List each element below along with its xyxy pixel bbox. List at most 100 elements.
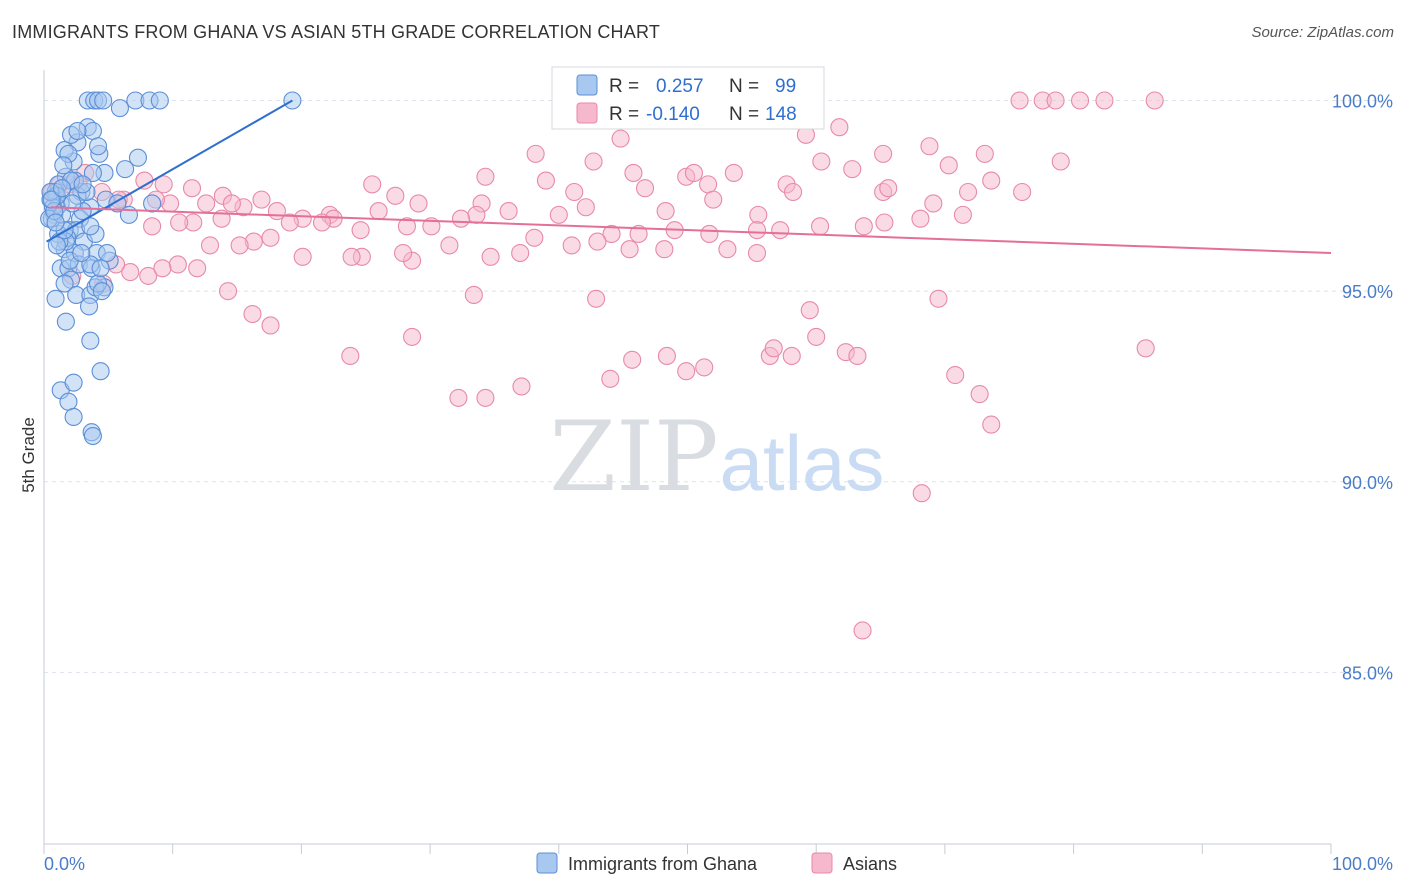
data-points <box>40 91 1164 640</box>
asians-point <box>879 179 898 198</box>
ghana-point <box>116 160 135 179</box>
stats-legend-swatch-ghana <box>576 74 598 96</box>
asians-point <box>684 163 703 182</box>
asians-point <box>911 209 930 228</box>
ghana-point <box>72 243 91 263</box>
stats-legend: R = 0.257 N = 99 R = -0.140 N = 148 <box>551 66 825 130</box>
ghana-point <box>79 297 99 316</box>
asians-point <box>576 198 595 217</box>
asians-point <box>168 255 187 274</box>
asians-point <box>724 163 743 182</box>
asians-point <box>476 167 495 186</box>
asians-point <box>704 190 723 209</box>
asians-point <box>1046 91 1065 110</box>
legend-swatch-asians <box>811 852 833 874</box>
series-legend: Immigrants from Ghana Asians <box>536 852 897 874</box>
asians-point <box>946 365 965 385</box>
asians-point <box>629 224 648 244</box>
asians-point <box>562 236 581 255</box>
asians-point <box>747 243 767 263</box>
watermark-zip: ZIP <box>549 401 718 513</box>
asians-point <box>200 236 220 255</box>
asians-point <box>261 316 280 335</box>
asians-point <box>476 388 495 407</box>
stats-n-value-asians: 148 <box>765 104 797 125</box>
ghana-point <box>54 156 73 175</box>
asians-point <box>467 205 486 224</box>
asians-point <box>369 202 388 221</box>
asians-point <box>623 350 642 369</box>
ghana-point <box>47 236 66 255</box>
asians-trend-line <box>50 206 1332 255</box>
grid-lines <box>44 100 1391 673</box>
asians-point <box>143 217 162 236</box>
trend-lines <box>46 99 1332 255</box>
asians-point <box>588 232 607 251</box>
ghana-point <box>81 217 100 236</box>
asians-point <box>499 202 518 221</box>
asians-point <box>422 217 441 236</box>
asians-point <box>970 385 989 404</box>
ghana-point <box>83 426 102 446</box>
asians-point <box>511 243 530 263</box>
asians-point <box>875 213 894 232</box>
ghana-point <box>89 137 108 156</box>
asians-point <box>700 224 719 244</box>
asians-point <box>848 346 867 366</box>
asians-point <box>699 175 718 194</box>
asians-point <box>386 186 405 205</box>
y-tick-label: 100.0% <box>1332 92 1393 112</box>
asians-point <box>261 228 280 247</box>
legend-label-asians: Asians <box>843 854 897 874</box>
y-tick-label: 95.0% <box>1342 282 1393 302</box>
asians-point <box>953 205 972 224</box>
asians-point <box>1136 339 1155 358</box>
asians-point <box>1013 182 1032 202</box>
asians-point <box>1070 91 1090 110</box>
source-credit: Source: ZipAtlas.com <box>1251 24 1394 41</box>
asians-point <box>154 175 173 194</box>
asians-point <box>222 194 241 213</box>
asians-point <box>975 144 994 163</box>
asians-point <box>342 247 361 266</box>
asians-point <box>602 224 621 244</box>
asians-point <box>252 190 271 209</box>
legend-label-ghana: Immigrants from Ghana <box>568 854 758 874</box>
asians-point <box>230 236 249 255</box>
ghana-trend-line <box>46 99 293 243</box>
asians-point <box>584 152 603 171</box>
asians-point <box>783 182 803 202</box>
ghana-point <box>81 331 100 350</box>
asians-point <box>188 259 207 278</box>
asians-point <box>218 282 238 301</box>
asians-point <box>1095 91 1114 110</box>
asians-point <box>351 221 370 240</box>
ghana-point <box>52 179 72 198</box>
asians-point <box>912 484 931 503</box>
asians-point <box>929 289 948 308</box>
asians-point <box>601 369 620 388</box>
y-axis-title: 5th Grade <box>19 417 38 493</box>
chart-title: IMMIGRANTS FROM GHANA VS ASIAN 5TH GRADE… <box>12 22 661 42</box>
ghana-point <box>64 407 83 427</box>
ghana-point <box>98 243 117 263</box>
asians-point <box>341 346 360 366</box>
y-tick-label: 90.0% <box>1342 473 1393 493</box>
stats-r-label-asians: R = <box>609 104 639 125</box>
asians-point <box>536 171 555 190</box>
ghana-point <box>56 312 75 331</box>
asians-point <box>280 213 299 232</box>
watermark: ZIP atlas <box>549 401 884 513</box>
ghana-point <box>83 163 102 182</box>
asians-point <box>924 194 943 213</box>
ghana-point <box>83 121 102 141</box>
asians-point <box>655 240 674 259</box>
asians-point <box>747 221 767 240</box>
asians-point <box>403 327 422 346</box>
x-tick-label: 100.0% <box>1332 854 1393 874</box>
asians-point <box>718 240 737 259</box>
asians-point <box>764 339 783 358</box>
asians-point <box>397 217 416 236</box>
ghana-point <box>94 91 113 110</box>
watermark-atlas: atlas <box>720 419 885 507</box>
